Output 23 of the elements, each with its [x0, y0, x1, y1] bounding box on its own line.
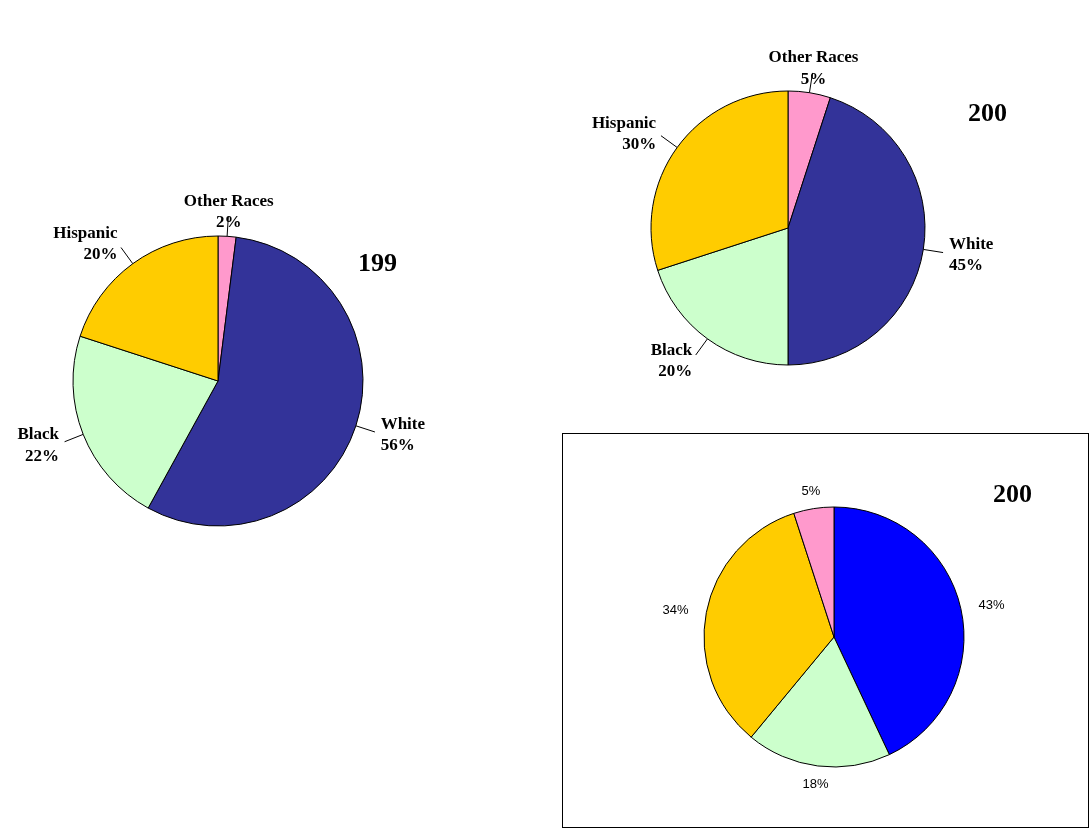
slice-label: Other Races	[768, 47, 859, 67]
text: 200	[968, 98, 1007, 128]
slice-label: Other Races	[183, 190, 275, 210]
data-label: 18%	[802, 776, 829, 792]
slice-label: Hispanic	[53, 222, 118, 242]
data-label: 5%	[800, 68, 827, 88]
text: 199	[358, 248, 397, 278]
data-label: 22%	[25, 445, 60, 465]
slice-label: Black	[650, 340, 693, 360]
data-label: 20%	[83, 244, 118, 264]
slice-label: White	[380, 414, 426, 434]
data-label: 56%	[380, 435, 415, 455]
slice-label: White	[948, 233, 994, 253]
data-label: 45%	[948, 255, 983, 275]
slice-label: Hispanic	[591, 112, 657, 132]
data-label: 34%	[662, 601, 690, 617]
chart-title: 200	[993, 479, 1032, 509]
data-label: 20%	[658, 361, 693, 381]
data-label: 43%	[978, 597, 1005, 613]
slice-label: Black	[17, 424, 60, 444]
data-label: 5%	[801, 483, 821, 499]
data-label: 30%	[622, 133, 657, 153]
data-label: 2%	[215, 211, 242, 231]
